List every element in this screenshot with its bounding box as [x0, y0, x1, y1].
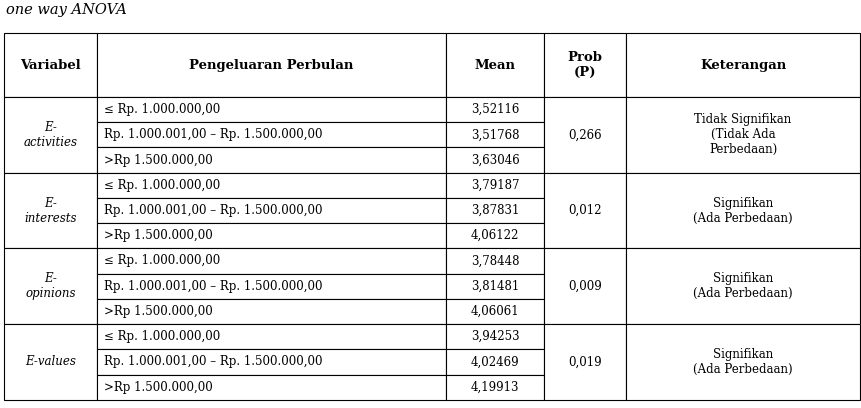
Bar — [96, 33, 445, 97]
Bar — [4, 173, 96, 248]
Text: Signifikan
(Ada Perbedaan): Signifikan (Ada Perbedaan) — [692, 272, 792, 300]
Bar — [445, 173, 544, 198]
Text: 0,019: 0,019 — [567, 355, 601, 368]
Bar — [445, 198, 544, 223]
Text: >Rp 1.500.000,00: >Rp 1.500.000,00 — [103, 381, 212, 394]
Text: Tidak Signifikan
(Tidak Ada
Perbedaan): Tidak Signifikan (Tidak Ada Perbedaan) — [694, 113, 790, 156]
Text: Signifikan
(Ada Perbedaan): Signifikan (Ada Perbedaan) — [692, 197, 792, 224]
Text: >Rp 1.500.000,00: >Rp 1.500.000,00 — [103, 153, 212, 166]
Text: ≤ Rp. 1.000.000,00: ≤ Rp. 1.000.000,00 — [103, 330, 220, 343]
Bar — [625, 248, 859, 324]
Text: 4,02469: 4,02469 — [470, 355, 519, 368]
Text: E-
activities: E- activities — [23, 121, 77, 149]
Text: Rp. 1.000.001,00 – Rp. 1.500.000,00: Rp. 1.000.001,00 – Rp. 1.500.000,00 — [103, 355, 322, 368]
Bar — [4, 248, 96, 324]
Text: 3,81481: 3,81481 — [470, 280, 518, 293]
Bar — [96, 324, 445, 349]
Text: 3,79187: 3,79187 — [470, 179, 519, 192]
Text: >Rp 1.500.000,00: >Rp 1.500.000,00 — [103, 229, 212, 242]
Text: Variabel: Variabel — [20, 59, 81, 72]
Text: >Rp 1.500.000,00: >Rp 1.500.000,00 — [103, 305, 212, 318]
Text: Mean: Mean — [474, 59, 515, 72]
Text: E-
interests: E- interests — [24, 197, 77, 224]
Bar — [544, 173, 625, 248]
Text: 3,51768: 3,51768 — [470, 128, 519, 141]
Bar — [625, 324, 859, 400]
Bar — [445, 274, 544, 299]
Text: ≤ Rp. 1.000.000,00: ≤ Rp. 1.000.000,00 — [103, 103, 220, 116]
Text: Rp. 1.000.001,00 – Rp. 1.500.000,00: Rp. 1.000.001,00 – Rp. 1.500.000,00 — [103, 204, 322, 217]
Bar — [625, 33, 859, 97]
Bar — [445, 349, 544, 375]
Bar — [96, 147, 445, 173]
Bar — [445, 97, 544, 122]
Text: ≤ Rp. 1.000.000,00: ≤ Rp. 1.000.000,00 — [103, 255, 220, 268]
Text: 3,87831: 3,87831 — [470, 204, 519, 217]
Bar — [445, 147, 544, 173]
Text: 0,009: 0,009 — [567, 280, 601, 293]
Bar — [544, 248, 625, 324]
Bar — [96, 198, 445, 223]
Text: 0,266: 0,266 — [567, 128, 601, 141]
Bar — [96, 122, 445, 147]
Text: E-
opinions: E- opinions — [25, 272, 76, 300]
Bar — [445, 33, 544, 97]
Bar — [96, 248, 445, 274]
Bar — [4, 33, 96, 97]
Text: 3,78448: 3,78448 — [470, 255, 519, 268]
Bar — [96, 299, 445, 324]
Text: E-values: E-values — [25, 355, 76, 368]
Text: 4,06061: 4,06061 — [470, 305, 519, 318]
Text: Pengeluaran Perbulan: Pengeluaran Perbulan — [189, 59, 353, 72]
Bar — [96, 97, 445, 122]
Bar — [544, 324, 625, 400]
Text: Prob
(P): Prob (P) — [567, 51, 602, 79]
Bar — [4, 324, 96, 400]
Text: 3,52116: 3,52116 — [470, 103, 519, 116]
Bar — [96, 274, 445, 299]
Text: Rp. 1.000.001,00 – Rp. 1.500.000,00: Rp. 1.000.001,00 – Rp. 1.500.000,00 — [103, 280, 322, 293]
Text: 4,19913: 4,19913 — [470, 381, 519, 394]
Bar — [445, 223, 544, 248]
Text: Rp. 1.000.001,00 – Rp. 1.500.000,00: Rp. 1.000.001,00 – Rp. 1.500.000,00 — [103, 128, 322, 141]
Text: 4,06122: 4,06122 — [470, 229, 519, 242]
Bar — [544, 33, 625, 97]
Bar — [445, 299, 544, 324]
Bar — [96, 223, 445, 248]
Text: one way ANOVA: one way ANOVA — [6, 3, 127, 17]
Text: ≤ Rp. 1.000.000,00: ≤ Rp. 1.000.000,00 — [103, 179, 220, 192]
Bar — [445, 324, 544, 349]
Text: 0,012: 0,012 — [567, 204, 601, 217]
Bar — [625, 97, 859, 173]
Bar — [96, 375, 445, 400]
Text: 3,94253: 3,94253 — [470, 330, 519, 343]
Bar — [96, 173, 445, 198]
Bar — [4, 97, 96, 173]
Text: Signifikan
(Ada Perbedaan): Signifikan (Ada Perbedaan) — [692, 348, 792, 376]
Bar — [625, 173, 859, 248]
Text: 3,63046: 3,63046 — [470, 153, 519, 166]
Bar — [445, 122, 544, 147]
Bar — [544, 97, 625, 173]
Text: Keterangan: Keterangan — [699, 59, 785, 72]
Bar — [445, 375, 544, 400]
Bar — [445, 248, 544, 274]
Bar — [96, 349, 445, 375]
